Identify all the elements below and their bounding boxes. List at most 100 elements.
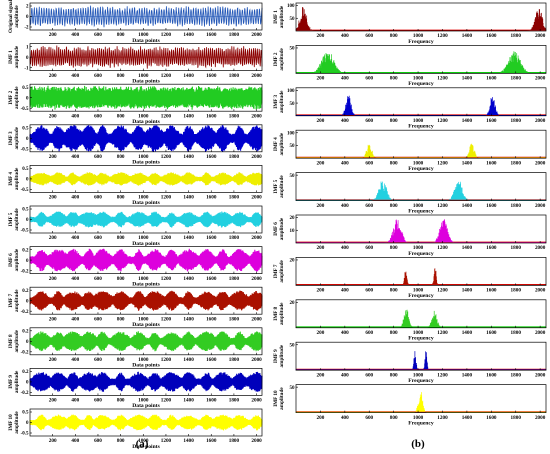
axes-box bbox=[295, 341, 547, 371]
x-tick-label: 1200 bbox=[161, 32, 172, 38]
x-axis-label: Data points bbox=[132, 241, 160, 247]
x-tick-label: 1400 bbox=[183, 398, 194, 404]
y-axis-label: IMF 5 bbox=[8, 212, 14, 226]
signal-trace bbox=[29, 172, 263, 186]
y-tick-label: 20 bbox=[290, 259, 296, 264]
x-tick-label: 1400 bbox=[183, 32, 194, 38]
x-tick-label: 400 bbox=[71, 113, 79, 119]
y-tick-label: 0 bbox=[26, 381, 29, 386]
x-tick-label: 600 bbox=[365, 203, 373, 209]
y-axis-label: IMF 1 bbox=[8, 50, 14, 64]
x-tick-label: 1000 bbox=[138, 113, 149, 119]
x-tick-label: 600 bbox=[94, 195, 102, 201]
x-tick-label: 1600 bbox=[486, 330, 497, 336]
x-tick-label: 1800 bbox=[511, 245, 522, 251]
signal-trace bbox=[29, 331, 263, 352]
subplot-original-signal: 200 400 600 800 1000 1200 1400 1600 1800 2000 Data… bbox=[8, 0, 263, 44]
signal-trace bbox=[29, 85, 263, 110]
subplot-imf-2: 200 400 600 800 1000 1200 1400 1600 1800 2000 Freq… bbox=[273, 45, 547, 87]
x-tick-label: 600 bbox=[94, 154, 102, 160]
x-tick-label: 1000 bbox=[413, 288, 424, 294]
x-tick-label: 600 bbox=[94, 113, 102, 119]
x-tick-label: 1400 bbox=[183, 73, 194, 79]
x-tick-label: 1400 bbox=[462, 415, 473, 421]
x-tick-label: 400 bbox=[341, 288, 349, 294]
x-tick-label: 1800 bbox=[229, 438, 240, 444]
axes-box bbox=[295, 2, 547, 32]
x-tick-label: 1400 bbox=[462, 33, 473, 39]
x-tick-label: 400 bbox=[71, 276, 79, 282]
x-tick-label: 1000 bbox=[413, 372, 424, 378]
x-tick-label: 1000 bbox=[138, 195, 149, 201]
x-tick-label: 400 bbox=[341, 330, 349, 336]
x-tick-label: 1200 bbox=[161, 357, 172, 363]
x-tick-label: 200 bbox=[317, 372, 325, 378]
x-axis-label: Frequency bbox=[408, 293, 434, 299]
x-tick-label: 1800 bbox=[229, 195, 240, 201]
x-tick-label: 1400 bbox=[183, 113, 194, 119]
y-axis-label: amplitude bbox=[14, 289, 20, 312]
x-axis-label: Frequency bbox=[408, 81, 434, 87]
x-tick-label: 1800 bbox=[511, 288, 522, 294]
y-axis-label: IMF 5 bbox=[273, 179, 279, 193]
axes-box bbox=[295, 87, 547, 117]
x-tick-label: 1400 bbox=[462, 160, 473, 166]
y-tick-label: 0 bbox=[26, 340, 29, 345]
x-tick-label: 600 bbox=[365, 118, 373, 124]
x-tick-label: 1800 bbox=[511, 415, 522, 421]
x-tick-label: 200 bbox=[317, 160, 325, 166]
y-axis-label: IMF 4 bbox=[273, 137, 279, 151]
x-tick-label: 2000 bbox=[251, 154, 262, 160]
x-tick-label: 1200 bbox=[437, 33, 448, 39]
x-tick-label: 200 bbox=[317, 203, 325, 209]
x-tick-label: 200 bbox=[49, 235, 57, 241]
y-tick-label: -2 bbox=[24, 26, 29, 31]
x-tick-label: 200 bbox=[317, 288, 325, 294]
x-tick-label: 400 bbox=[341, 118, 349, 124]
x-axis-label: Data points bbox=[132, 38, 160, 44]
x-tick-label: 1600 bbox=[486, 245, 497, 251]
y-tick-label: 0 bbox=[26, 15, 29, 20]
x-tick-label: 1800 bbox=[229, 73, 240, 79]
subplot-imf-2: 200 400 600 800 1000 1200 1400 1600 1800 2000 Data… bbox=[8, 83, 263, 125]
x-tick-label: 400 bbox=[71, 438, 79, 444]
x-tick-label: 2000 bbox=[251, 235, 262, 241]
x-tick-label: 600 bbox=[94, 73, 102, 79]
y-axis-label: amplitude bbox=[279, 217, 285, 240]
y-axis-label: IMF 3 bbox=[273, 95, 279, 109]
y-tick-label: 0.5 bbox=[22, 127, 29, 132]
y-axis-label: amplitude bbox=[279, 259, 285, 282]
y-tick-label: 2 bbox=[26, 5, 29, 10]
x-tick-label: 400 bbox=[71, 73, 79, 79]
x-tick-label: 1000 bbox=[138, 32, 149, 38]
y-tick-label: 0 bbox=[26, 259, 29, 264]
x-tick-label: 200 bbox=[317, 76, 325, 82]
x-tick-label: 1200 bbox=[437, 372, 448, 378]
y-axis-label: amplitude bbox=[14, 86, 20, 109]
y-tick-label: 0 bbox=[26, 299, 29, 304]
x-tick-label: 200 bbox=[317, 330, 325, 336]
x-axis-label: Frequency bbox=[408, 166, 434, 172]
x-tick-label: 1200 bbox=[161, 235, 172, 241]
x-tick-label: 1200 bbox=[161, 154, 172, 160]
y-axis-label: amplitude bbox=[14, 411, 20, 434]
x-axis-label: Frequency bbox=[408, 39, 434, 45]
x-tick-label: 1400 bbox=[462, 372, 473, 378]
x-tick-label: 1800 bbox=[511, 76, 522, 82]
x-tick-label: 600 bbox=[365, 76, 373, 82]
x-tick-label: 400 bbox=[341, 203, 349, 209]
x-tick-label: 2000 bbox=[535, 33, 546, 39]
x-tick-label: 800 bbox=[390, 160, 398, 166]
x-tick-label: 1200 bbox=[161, 438, 172, 444]
x-tick-label: 1600 bbox=[486, 160, 497, 166]
x-tick-label: 200 bbox=[49, 357, 57, 363]
x-tick-label: 400 bbox=[71, 235, 79, 241]
x-tick-label: 400 bbox=[71, 316, 79, 322]
x-tick-label: 1200 bbox=[437, 288, 448, 294]
x-tick-label: 1800 bbox=[229, 113, 240, 119]
x-tick-label: 1600 bbox=[206, 32, 217, 38]
x-tick-label: 600 bbox=[94, 276, 102, 282]
x-tick-label: 1400 bbox=[462, 330, 473, 336]
x-tick-label: 400 bbox=[341, 415, 349, 421]
x-tick-label: 1200 bbox=[437, 415, 448, 421]
